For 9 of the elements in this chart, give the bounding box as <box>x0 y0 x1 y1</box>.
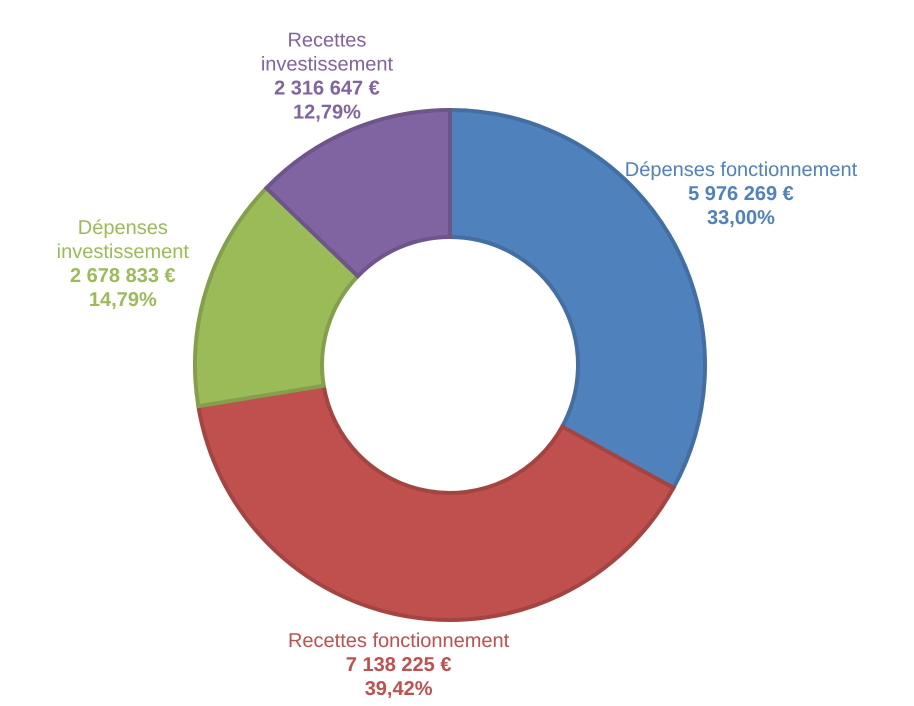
slice-label: Dépenses fonctionnement <box>624 158 858 181</box>
data-label: 7 138 225 € 39,42% <box>346 654 452 700</box>
slice-label: Recettes investissement <box>260 30 394 76</box>
data-label: 5 976 269 € 33,00% <box>688 182 794 229</box>
slice-label: Dépenses investissement <box>56 216 190 263</box>
data-label: 2 678 833 € 14,79% <box>70 264 176 311</box>
slice-label: Recettes fonctionnement <box>288 630 510 652</box>
donut-slice <box>193 186 360 408</box>
data-label: 2 316 647 € 12,79% <box>274 78 380 124</box>
